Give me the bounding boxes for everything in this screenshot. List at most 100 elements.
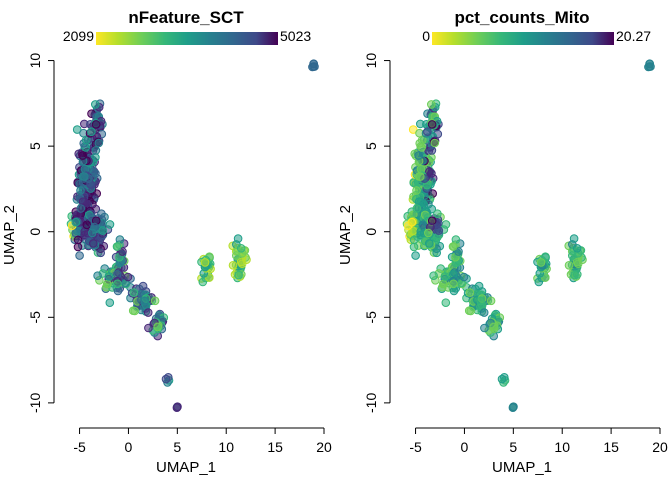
scatter-point xyxy=(73,242,83,252)
y-tick-label: -10 xyxy=(363,393,379,413)
scatter-point xyxy=(474,281,484,291)
scatter-point xyxy=(82,220,92,230)
scatter-point xyxy=(113,286,123,296)
scatter-point xyxy=(228,261,238,270)
scatter-point xyxy=(96,248,105,258)
scatter-point xyxy=(233,234,243,243)
y-axis-label: UMAP_2 xyxy=(337,205,354,265)
scatter-point xyxy=(200,258,210,267)
scatter-point xyxy=(427,100,436,109)
x-tick-label: -5 xyxy=(73,439,86,455)
y-tick-label: 0 xyxy=(363,228,379,236)
scatter-points xyxy=(402,59,655,413)
x-tick-label: 5 xyxy=(509,439,517,455)
scatter-point xyxy=(112,242,122,251)
colorbar-max-label: 20.27 xyxy=(616,28,651,44)
scatter-point xyxy=(407,217,417,227)
scatter-point xyxy=(509,402,518,412)
scatter-point xyxy=(411,251,420,260)
scatter-point xyxy=(129,288,139,297)
scatter-point xyxy=(423,127,432,136)
x-tick-label: 10 xyxy=(554,439,570,455)
scatter-point xyxy=(161,374,171,384)
scatter-point xyxy=(433,209,442,218)
scatter-point xyxy=(489,322,499,332)
y-tick-label: 0 xyxy=(27,228,43,236)
scatter-point xyxy=(429,271,438,281)
scatter-point xyxy=(466,306,476,316)
x-tick-label: 0 xyxy=(461,439,469,455)
scatter-point xyxy=(76,204,86,213)
scatter-point xyxy=(140,296,149,306)
x-axis-label: UMAP_1 xyxy=(156,459,216,476)
scatter-point xyxy=(414,151,424,160)
scatter-point xyxy=(449,279,458,289)
scatter-point xyxy=(78,151,87,160)
scatter-point xyxy=(91,169,100,178)
scatter-point xyxy=(646,62,655,71)
scatter-point xyxy=(237,259,247,269)
colorbar-min-label: 2099 xyxy=(63,28,94,44)
scatter-point xyxy=(432,248,442,258)
scatter-point xyxy=(430,138,440,148)
scatter-point xyxy=(570,270,579,280)
scatter-point xyxy=(310,62,319,71)
scatter-point xyxy=(198,277,208,287)
scatter-point xyxy=(572,244,582,253)
scatter-point xyxy=(465,288,475,297)
scatter-point xyxy=(91,100,100,109)
scatter-point xyxy=(416,172,425,181)
scatter-point xyxy=(536,258,546,267)
x-tick-label: 0 xyxy=(125,439,133,455)
scatter-point xyxy=(123,272,133,282)
scatter-point xyxy=(138,281,148,291)
scatter-point xyxy=(94,138,104,148)
y-tick-label: 5 xyxy=(363,142,379,150)
scatter-point xyxy=(448,242,458,251)
scatter-point xyxy=(87,127,96,136)
scatter-point xyxy=(75,251,84,260)
y-tick-label: 10 xyxy=(27,53,43,69)
scatter-point xyxy=(441,298,451,308)
scatter-point xyxy=(440,272,450,281)
y-axis: -10 -5 0 5 10 xyxy=(27,53,55,413)
scatter-point xyxy=(486,296,496,306)
scatter-point xyxy=(427,169,436,178)
scatter-point xyxy=(569,234,579,243)
scatter-point xyxy=(438,279,448,289)
x-tick-label: 15 xyxy=(603,439,619,455)
scatter-point xyxy=(434,226,444,235)
scatter-point xyxy=(408,125,418,134)
scatter-point xyxy=(234,270,243,280)
scatter-point xyxy=(409,235,419,245)
y-tick-label: 10 xyxy=(363,53,379,69)
scatter-point xyxy=(476,296,485,306)
scatter-point xyxy=(115,235,125,244)
scatter-point xyxy=(441,220,451,229)
scatter-point xyxy=(88,228,97,238)
colorbar-max-label: 5023 xyxy=(280,28,311,44)
scatter-point xyxy=(449,286,459,296)
scatter-point xyxy=(89,239,98,248)
scatter-point xyxy=(130,306,139,316)
scatter-point xyxy=(72,125,82,134)
scatter-point xyxy=(113,279,122,289)
scatter-point xyxy=(98,226,108,235)
y-tick-label: 5 xyxy=(27,142,43,150)
scatter-point xyxy=(80,172,89,181)
scatter-point xyxy=(451,235,461,244)
scatter-point xyxy=(573,259,583,269)
scatter-point xyxy=(97,209,106,218)
scatter-point xyxy=(76,186,85,195)
x-tick-label: 20 xyxy=(316,439,332,455)
scatter-point xyxy=(73,235,83,245)
scatter-point xyxy=(480,323,489,333)
scatter-point xyxy=(479,308,489,317)
scatter-point xyxy=(105,220,115,229)
scatter-point xyxy=(143,308,153,317)
scatter-point xyxy=(102,279,112,289)
panel-title: pct_counts_Mito xyxy=(454,8,589,27)
scatter-point xyxy=(427,146,437,155)
scatter-point xyxy=(459,272,469,282)
x-tick-label: -5 xyxy=(409,439,422,455)
